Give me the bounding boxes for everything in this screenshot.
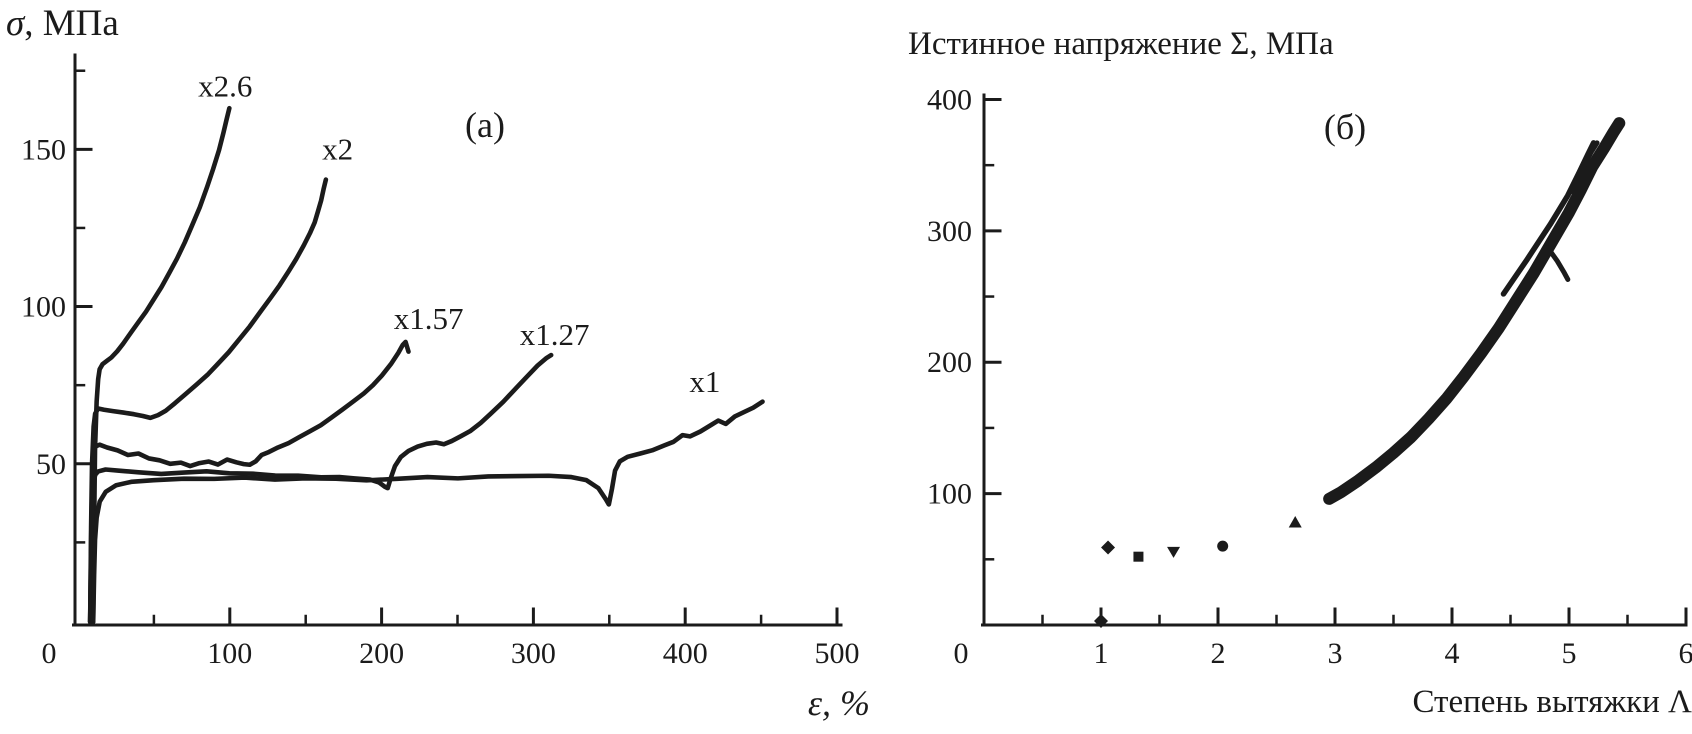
panel-a-curve-label-x1.27: x1.27 xyxy=(520,317,590,352)
panel-a-x-tick-label: 400 xyxy=(663,637,708,670)
panel-a-x-axis-units: , % xyxy=(822,683,870,723)
panel-a-x-tick-label: 300 xyxy=(511,637,556,670)
panel-b-x-tick-label: 4 xyxy=(1445,637,1460,670)
panel-b-marker-diamond xyxy=(1094,614,1108,629)
panel-a-curve-label-x2: x2 xyxy=(322,131,353,166)
panel-a-x-tick-label: 0 xyxy=(42,637,57,670)
panel-b-x-tick-label: 6 xyxy=(1679,637,1692,670)
panel-a-series-x2 xyxy=(87,177,329,625)
panel-b-marker-circle xyxy=(1217,540,1229,552)
panel-a-series-x1.27 xyxy=(87,352,554,625)
panel-b-x-axis-title: Степень вытяжки Λ xyxy=(1412,684,1692,720)
sigma-symbol: σ xyxy=(6,3,25,44)
panel-b-label: (б) xyxy=(1323,107,1367,147)
panel-b-y-tick-label: 100 xyxy=(927,478,972,511)
panel-b-data-band-strand xyxy=(1500,140,1597,297)
panel-b-data-band-tip-strand xyxy=(1568,140,1600,194)
panel-a-series-x2.6 xyxy=(90,105,232,625)
panel-b-y-tick-label: 400 xyxy=(927,83,972,116)
panel-a-x-tick-label: 500 xyxy=(815,637,860,670)
panel-a-y-tick-label: 150 xyxy=(21,133,66,166)
panel-a-y-axis-title: σ, МПа xyxy=(6,2,119,45)
panel-b-marker-triangle-up xyxy=(1288,516,1302,528)
panel-a-y-axis-units: , МПа xyxy=(24,3,119,44)
panel-a-series-x1 xyxy=(90,399,765,625)
panel-a-x-tick-label: 100 xyxy=(207,637,252,670)
panel-b-y-tick-label: 300 xyxy=(927,215,972,248)
panel-a-x-axis-title: ε, % xyxy=(780,682,870,724)
panel-a-x-tick-label: 200 xyxy=(359,637,404,670)
panel-a-curve-label-x1.57: x1.57 xyxy=(394,301,464,336)
panel-a-series-x1.57 xyxy=(87,339,411,625)
panel-b-x-tick-label: 0 xyxy=(954,637,969,670)
panel-b-y-tick-label: 200 xyxy=(927,346,972,379)
panel-b-data-band xyxy=(1323,117,1626,505)
panel-b-marker-triangle-down xyxy=(1167,546,1181,558)
panel-a-curve-label-x1: x1 xyxy=(689,364,720,399)
panel-a-label: (а) xyxy=(465,105,505,145)
epsilon-symbol: ε xyxy=(807,683,822,723)
panel-a-curve-label-x2.6: x2.6 xyxy=(198,68,252,103)
panel-b-x-tick-label: 2 xyxy=(1211,637,1226,670)
panel-b-data-band-spur xyxy=(1545,245,1571,282)
panel-b-y-axis-title: Истинное напряжение Σ, МПа xyxy=(908,26,1334,62)
panel-b-x-tick-label: 3 xyxy=(1328,637,1343,670)
panel-b-x-tick-label: 5 xyxy=(1562,637,1577,670)
panel-b-marker-diamond xyxy=(1101,540,1116,555)
panel-a-y-tick-label: 100 xyxy=(21,291,66,324)
panel-b-marker-square xyxy=(1133,551,1144,562)
panel-a-y-tick-label: 50 xyxy=(36,448,66,481)
panel-b-x-tick-label: 1 xyxy=(1094,637,1109,670)
